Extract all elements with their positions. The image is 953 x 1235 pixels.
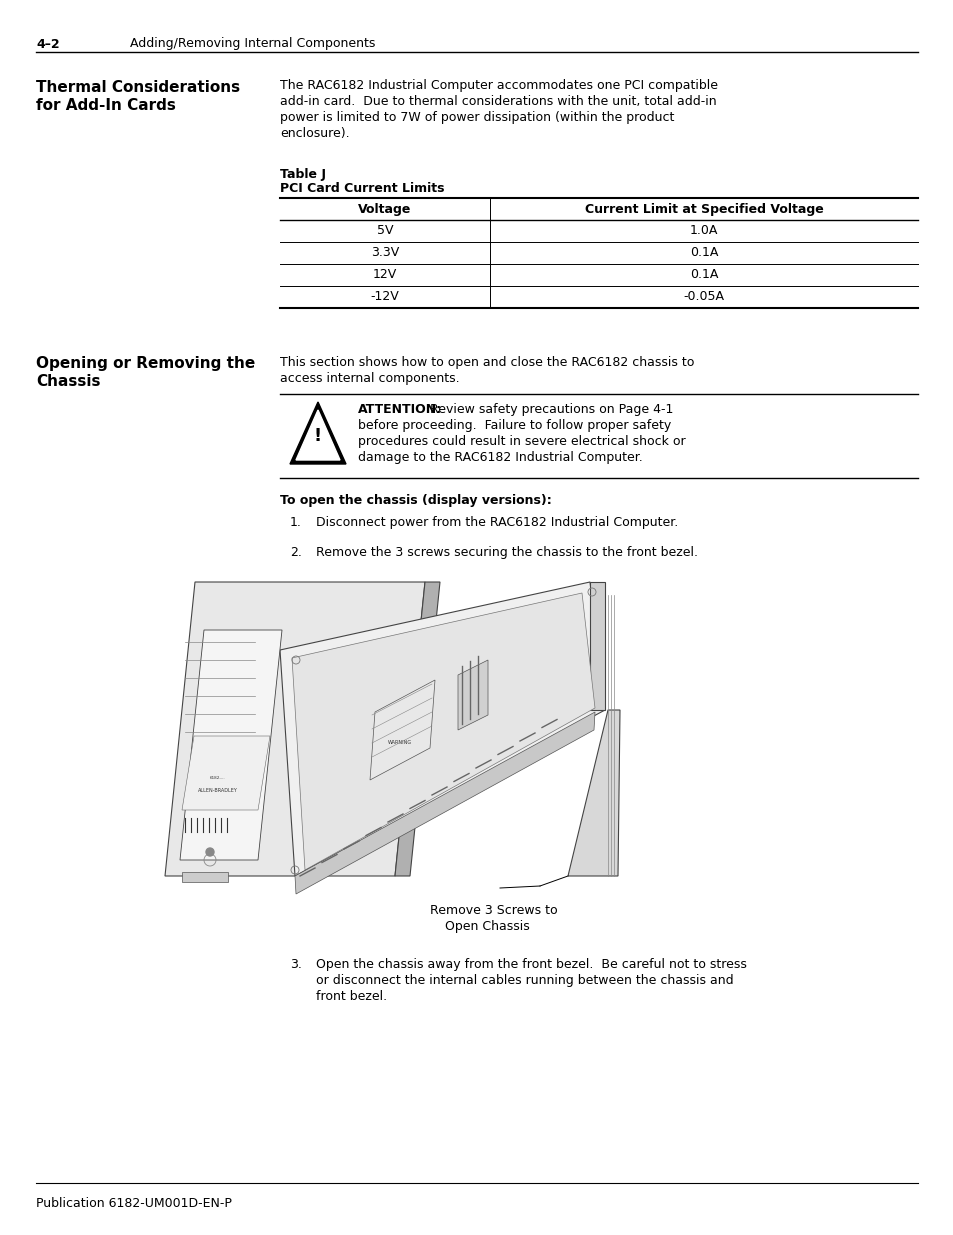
Text: 1.0A: 1.0A xyxy=(689,225,718,237)
Text: 12V: 12V xyxy=(373,268,396,282)
Polygon shape xyxy=(589,582,604,710)
Text: 0.1A: 0.1A xyxy=(689,268,718,282)
Text: for Add-In Cards: for Add-In Cards xyxy=(36,98,175,112)
Polygon shape xyxy=(280,582,604,876)
Text: !: ! xyxy=(314,427,322,445)
Polygon shape xyxy=(457,659,488,730)
Text: Remove the 3 screws securing the chassis to the front bezel.: Remove the 3 screws securing the chassis… xyxy=(315,546,698,559)
Text: The RAC6182 Industrial Computer accommodates one PCI compatible: The RAC6182 Industrial Computer accommod… xyxy=(280,79,718,91)
Text: add-in card.  Due to thermal considerations with the unit, total add-in: add-in card. Due to thermal consideratio… xyxy=(280,95,716,107)
Text: 3.3V: 3.3V xyxy=(371,247,398,259)
Text: PCI Card Current Limits: PCI Card Current Limits xyxy=(280,182,444,195)
Text: 3.: 3. xyxy=(290,958,301,971)
Text: or disconnect the internal cables running between the chassis and: or disconnect the internal cables runnin… xyxy=(315,974,733,987)
Polygon shape xyxy=(182,872,228,882)
Polygon shape xyxy=(292,593,595,869)
Text: power is limited to 7W of power dissipation (within the product: power is limited to 7W of power dissipat… xyxy=(280,111,674,124)
Text: Thermal Considerations: Thermal Considerations xyxy=(36,80,240,95)
Text: ALLEN-BRADLEY: ALLEN-BRADLEY xyxy=(198,788,237,793)
Text: procedures could result in severe electrical shock or: procedures could result in severe electr… xyxy=(357,435,685,448)
Text: Remove 3 Screws to: Remove 3 Screws to xyxy=(430,904,558,918)
Text: Voltage: Voltage xyxy=(358,203,412,215)
Polygon shape xyxy=(370,680,435,781)
Text: 0.1A: 0.1A xyxy=(689,247,718,259)
Text: before proceeding.  Failure to follow proper safety: before proceeding. Failure to follow pro… xyxy=(357,419,671,432)
Text: 1.: 1. xyxy=(290,516,301,529)
Polygon shape xyxy=(567,710,619,876)
Text: 2.: 2. xyxy=(290,546,301,559)
Text: 4–2: 4–2 xyxy=(36,37,59,51)
Text: Open the chassis away from the front bezel.  Be careful not to stress: Open the chassis away from the front bez… xyxy=(315,958,746,971)
Text: Disconnect power from the RAC6182 Industrial Computer.: Disconnect power from the RAC6182 Indust… xyxy=(315,516,678,529)
Text: WARNING: WARNING xyxy=(388,740,412,745)
Polygon shape xyxy=(295,410,339,459)
Text: Publication 6182-UM001D-EN-P: Publication 6182-UM001D-EN-P xyxy=(36,1197,232,1210)
Text: Review safety precautions on Page 4-1: Review safety precautions on Page 4-1 xyxy=(426,403,673,416)
Text: Opening or Removing the: Opening or Removing the xyxy=(36,356,255,370)
Circle shape xyxy=(206,848,213,856)
Polygon shape xyxy=(165,582,424,876)
Text: To open the chassis (display versions):: To open the chassis (display versions): xyxy=(280,494,551,508)
Text: Current Limit at Specified Voltage: Current Limit at Specified Voltage xyxy=(584,203,822,215)
Text: Adding/Removing Internal Components: Adding/Removing Internal Components xyxy=(130,37,375,51)
Text: enclosure).: enclosure). xyxy=(280,127,349,140)
Text: 5V: 5V xyxy=(376,225,393,237)
Polygon shape xyxy=(290,403,346,464)
Text: 6182-...: 6182-... xyxy=(210,776,226,781)
Text: -0.05A: -0.05A xyxy=(682,290,723,304)
Polygon shape xyxy=(294,713,595,894)
Text: This section shows how to open and close the RAC6182 chassis to: This section shows how to open and close… xyxy=(280,356,694,369)
Text: ATTENTION:: ATTENTION: xyxy=(357,403,441,416)
Text: access internal components.: access internal components. xyxy=(280,372,459,385)
Text: -12V: -12V xyxy=(370,290,399,304)
Polygon shape xyxy=(180,630,282,860)
Text: Open Chassis: Open Chassis xyxy=(444,920,529,932)
Text: Chassis: Chassis xyxy=(36,374,100,389)
Text: damage to the RAC6182 Industrial Computer.: damage to the RAC6182 Industrial Compute… xyxy=(357,451,642,464)
Polygon shape xyxy=(395,582,439,876)
Text: Table J: Table J xyxy=(280,168,326,182)
Polygon shape xyxy=(182,736,270,810)
Text: front bezel.: front bezel. xyxy=(315,990,387,1003)
